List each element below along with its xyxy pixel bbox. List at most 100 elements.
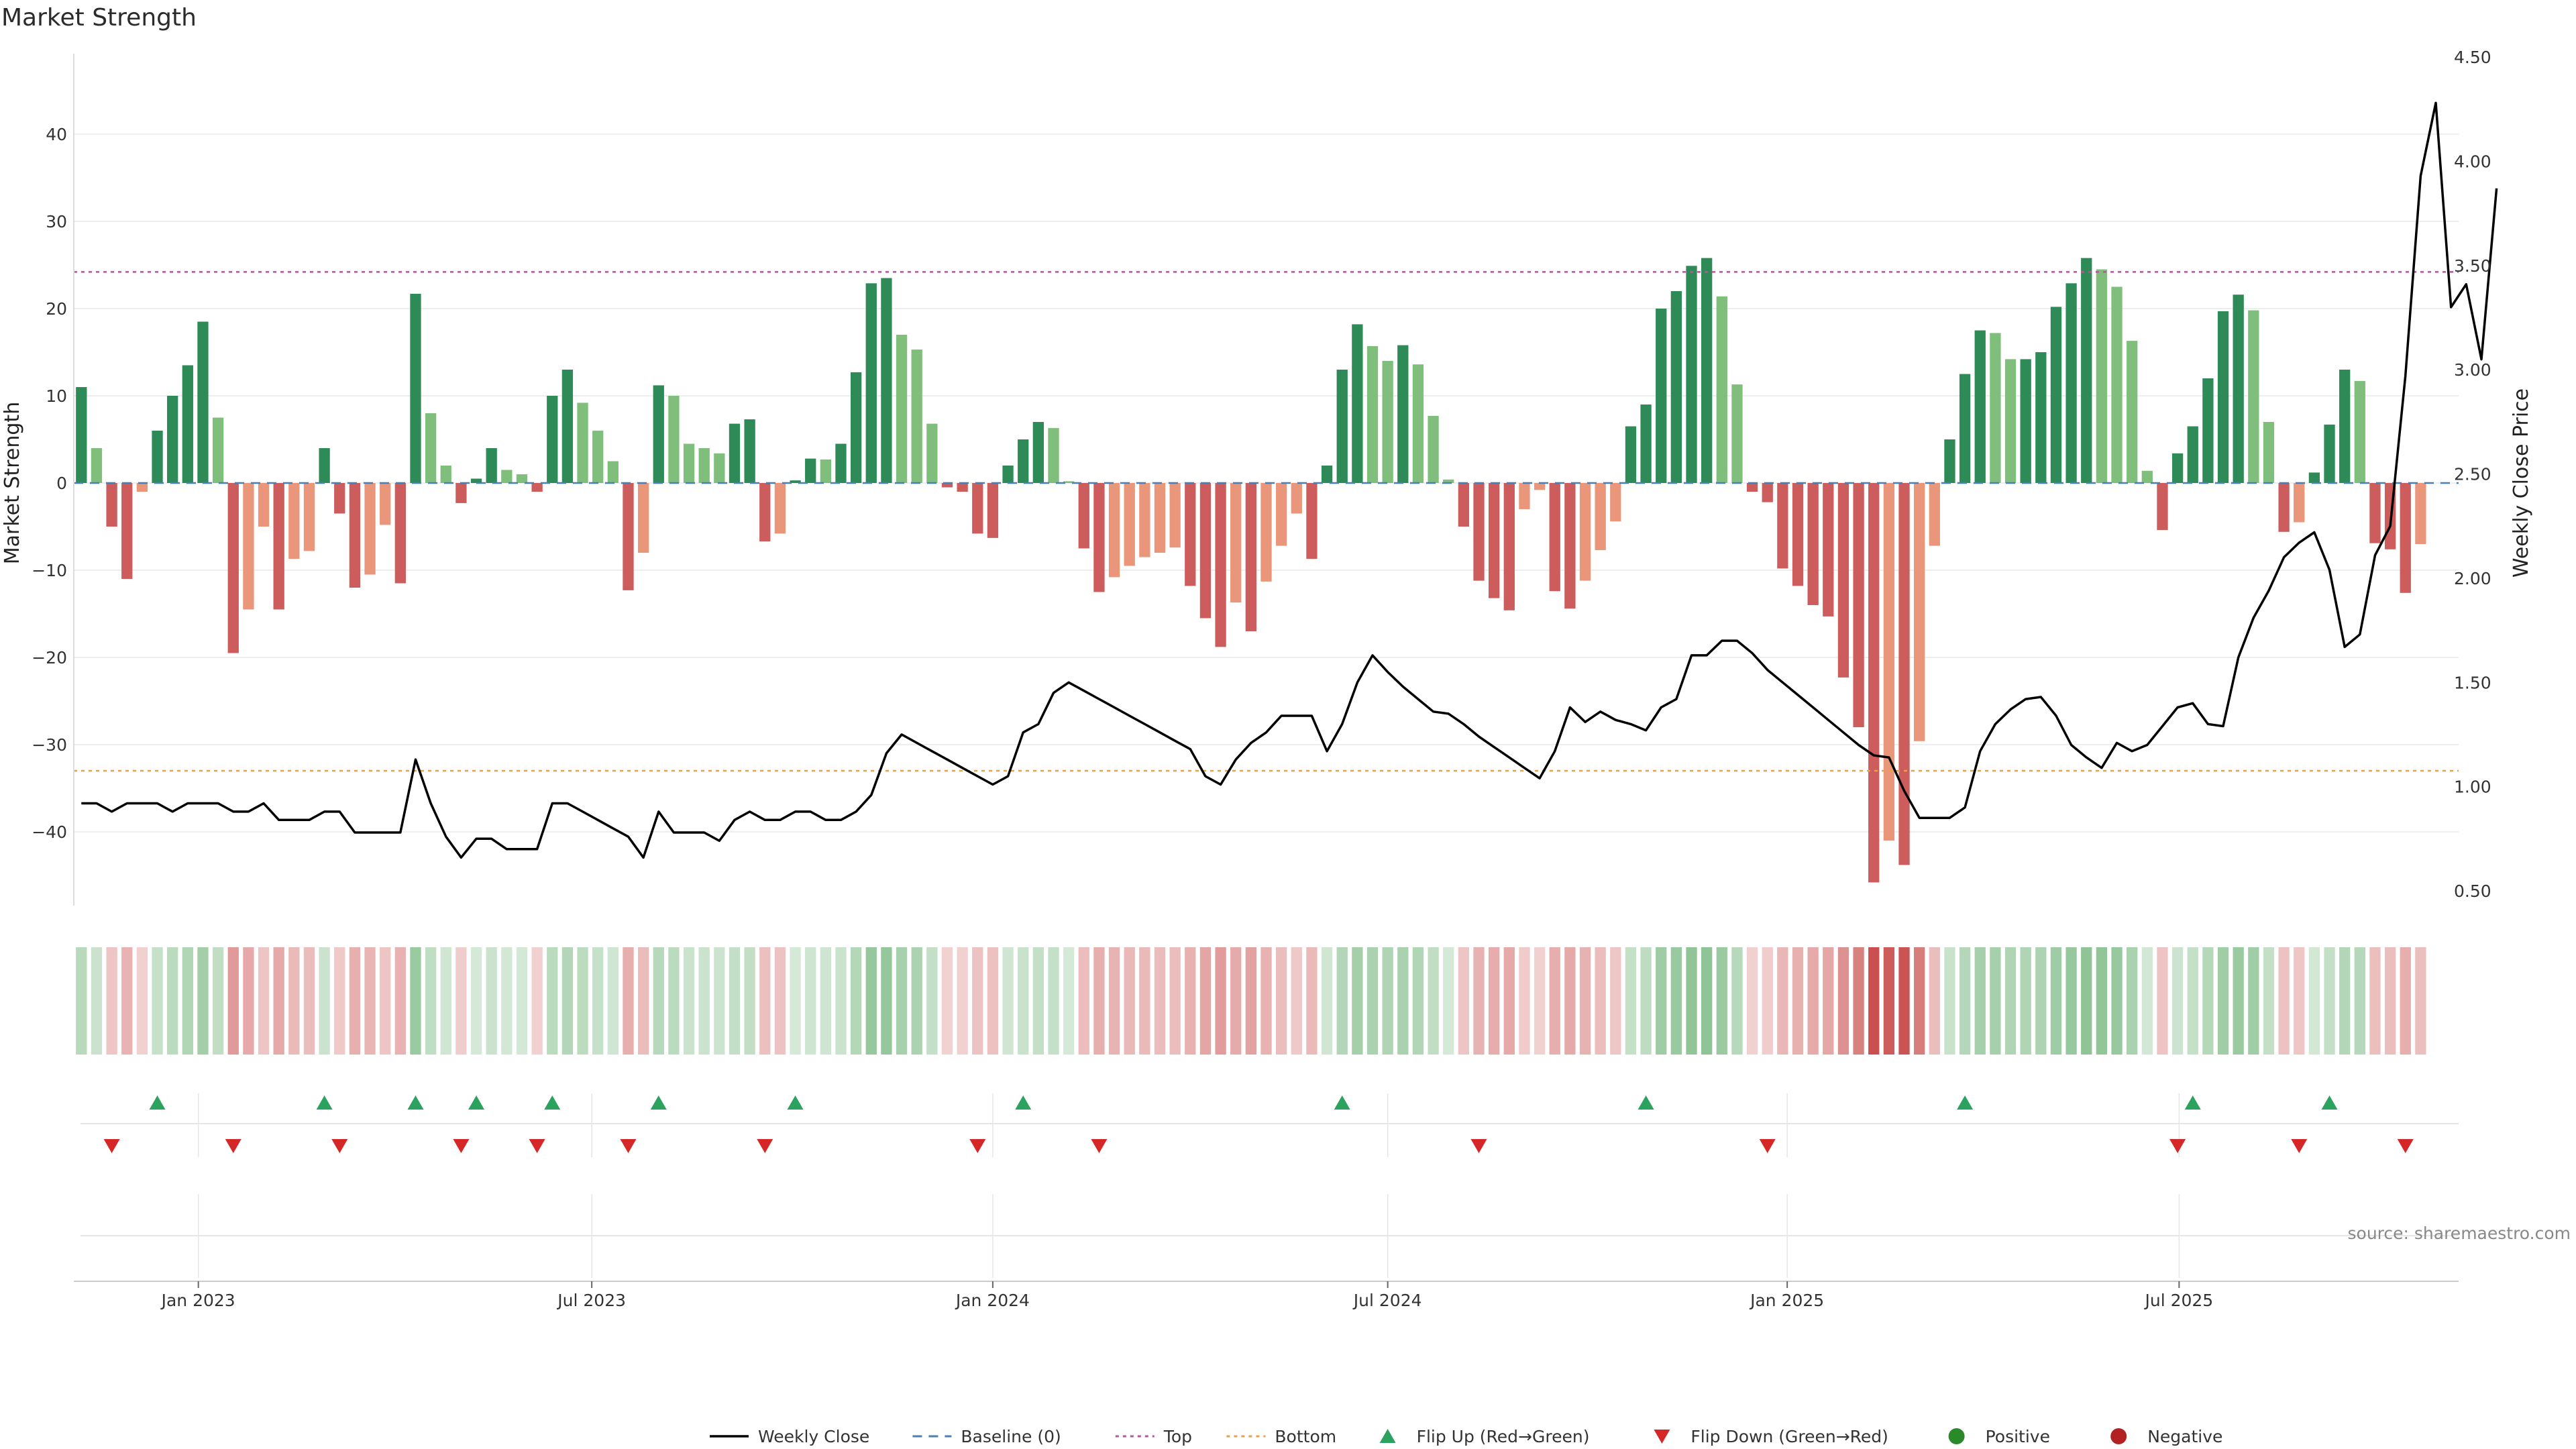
- heat-cell: [1124, 947, 1135, 1055]
- heat-cell: [1792, 947, 1804, 1055]
- legend-label: Weekly Close: [758, 1427, 869, 1446]
- heat-cell: [227, 947, 239, 1055]
- heat-cell: [1716, 947, 1727, 1055]
- heat-cell: [1990, 947, 2001, 1055]
- bar-negative: [2400, 483, 2411, 593]
- heat-cell: [1336, 947, 1348, 1055]
- heat-cell: [91, 947, 103, 1055]
- bar-negative: [2157, 483, 2168, 531]
- source-note: source: sharemaestro.com: [2348, 1224, 2571, 1243]
- bar-negative: [1746, 483, 1758, 492]
- heat-cell: [2233, 947, 2244, 1055]
- heat-cell: [1443, 947, 1454, 1055]
- strength-heat-strip: [76, 947, 2426, 1055]
- heat-cell: [1488, 947, 1500, 1055]
- bar-positive: [926, 423, 938, 483]
- bar-positive: [1974, 330, 1986, 483]
- heat-cell: [1078, 947, 1089, 1055]
- heat-cell: [182, 947, 193, 1055]
- bar-negative: [380, 483, 391, 525]
- bar-negative: [1579, 483, 1591, 581]
- bar-negative: [1169, 483, 1181, 548]
- heat-cell: [1048, 947, 1059, 1055]
- heat-cell: [2171, 947, 2184, 1055]
- heat-cell: [1974, 947, 1986, 1055]
- bar-positive: [592, 431, 604, 483]
- heat-cell: [486, 947, 497, 1055]
- heat-cell: [2339, 947, 2351, 1055]
- bar-positive: [805, 458, 816, 483]
- bar-positive: [1640, 405, 1652, 483]
- heat-cell: [790, 947, 801, 1055]
- bar-positive: [1397, 345, 1409, 483]
- heat-cell: [1154, 947, 1166, 1055]
- legend-label: Flip Up (Red→Green): [1417, 1427, 1590, 1446]
- heat-cell: [759, 947, 771, 1055]
- heat-cell: [1595, 947, 1606, 1055]
- heat-cell: [896, 947, 908, 1055]
- bar-positive: [865, 283, 877, 483]
- bar-positive: [2233, 294, 2244, 483]
- bar-positive: [744, 419, 755, 483]
- bar-negative: [957, 483, 968, 492]
- bar-negative: [455, 483, 467, 503]
- heat-cell: [212, 947, 224, 1055]
- bar-negative: [531, 483, 543, 492]
- bar-positive: [683, 443, 695, 483]
- y2-tick-label: 1.00: [2454, 777, 2491, 797]
- bar-positive: [1382, 361, 1393, 483]
- legend-label: Positive: [1986, 1427, 2050, 1446]
- legend-item-weekly-close: Weekly Close: [710, 1427, 869, 1446]
- heat-cell: [1701, 947, 1713, 1055]
- bar-positive: [1366, 345, 1379, 483]
- bar-positive: [2141, 470, 2153, 483]
- heat-cell: [1656, 947, 1667, 1055]
- legend-item-positive: Positive: [1948, 1427, 2050, 1446]
- heat-cell: [1731, 947, 1743, 1055]
- flip-up-marker: [544, 1095, 561, 1110]
- bar-positive: [2035, 352, 2047, 483]
- flip-up-marker: [1957, 1095, 1974, 1110]
- bar-positive: [1352, 324, 1363, 483]
- heat-cell: [2202, 947, 2214, 1055]
- bar-positive: [547, 396, 558, 483]
- bar-negative: [2278, 483, 2290, 532]
- weekly-close-line: [81, 101, 2498, 859]
- bar-positive: [607, 461, 619, 483]
- bar-positive: [1670, 291, 1682, 483]
- legend-label: Bottom: [1275, 1427, 1336, 1446]
- heat-cell: [394, 947, 406, 1055]
- bar-positive: [1990, 333, 2001, 483]
- heat-cell: [1245, 947, 1257, 1055]
- heat-cell: [1519, 947, 1530, 1055]
- bar-negative: [759, 483, 771, 542]
- heat-cell: [1473, 947, 1485, 1055]
- heat-cell: [1549, 947, 1560, 1055]
- flip-down-marker: [103, 1139, 120, 1153]
- y2-tick-label: 4.00: [2454, 152, 2491, 171]
- bar-negative: [273, 483, 284, 610]
- bar-negative: [2369, 483, 2381, 543]
- bar-negative: [1914, 483, 1925, 741]
- flip-down-marker: [225, 1139, 241, 1153]
- bar-positive: [561, 370, 574, 483]
- heat-cell: [653, 947, 664, 1055]
- bar-negative: [1154, 483, 1166, 553]
- bar-positive: [1412, 364, 1424, 483]
- y-tick-label: 20: [46, 299, 67, 319]
- bar-positive: [1701, 258, 1713, 483]
- legend-item-bottom: Bottom: [1226, 1427, 1336, 1446]
- bar-negative: [2294, 483, 2305, 523]
- heat-cell: [1503, 947, 1515, 1055]
- heat-cell: [911, 947, 922, 1055]
- x-tick-label: Jul 2025: [2143, 1291, 2213, 1310]
- heat-cell: [1686, 947, 1697, 1055]
- bar-positive: [2020, 359, 2031, 483]
- bar-negative: [1807, 483, 1819, 605]
- heat-cell: [2096, 947, 2108, 1055]
- heat-cell: [1032, 947, 1044, 1055]
- legend-swatch-triangle-down: [1654, 1430, 1670, 1444]
- heat-cell: [2248, 947, 2259, 1055]
- heat-cell: [1428, 947, 1439, 1055]
